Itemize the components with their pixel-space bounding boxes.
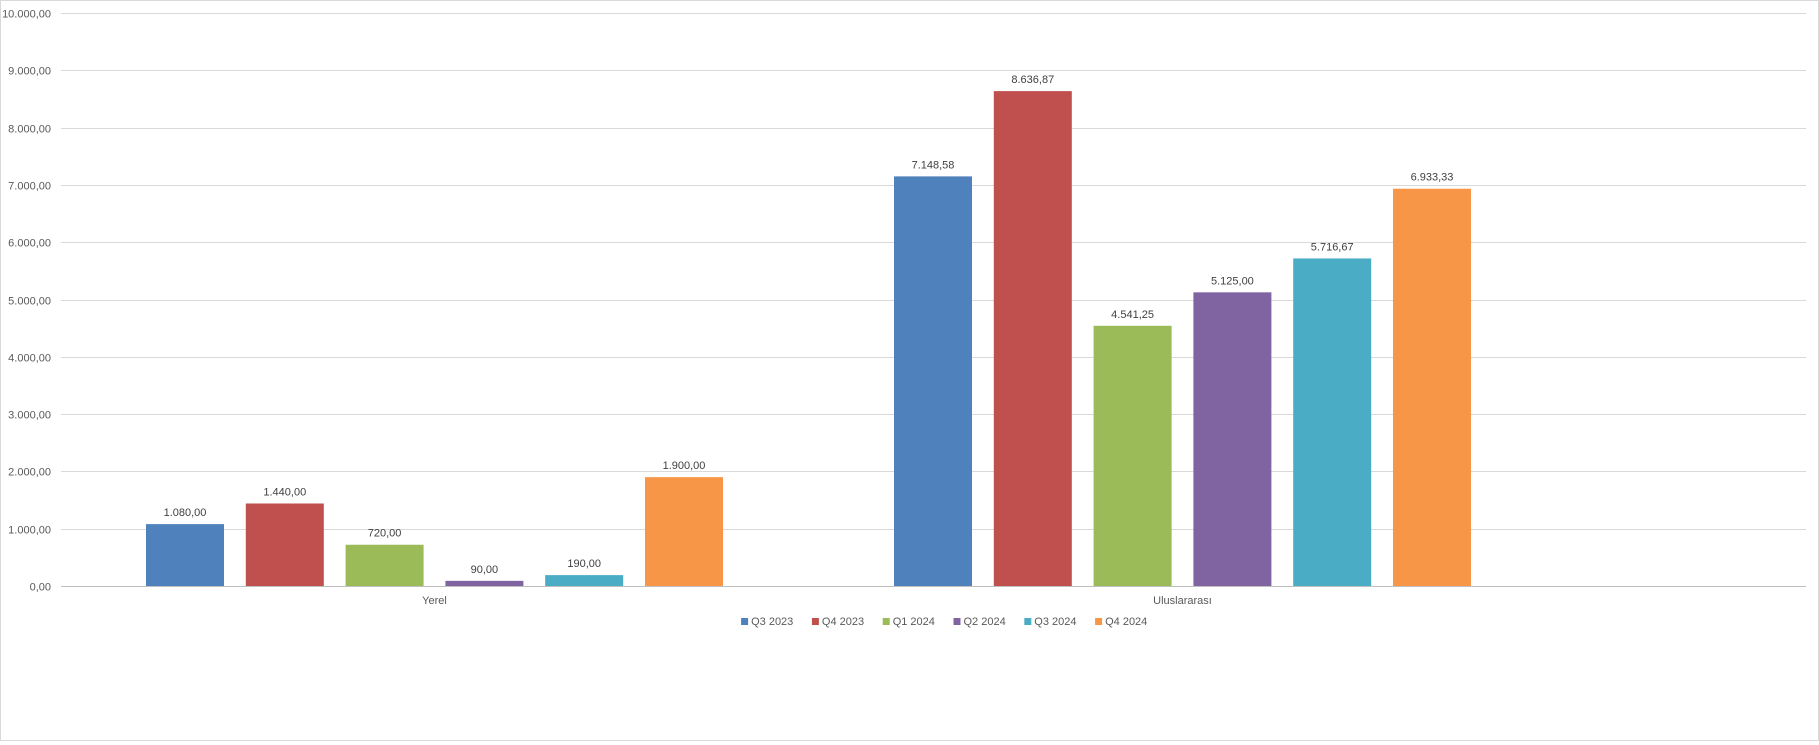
data-label: 190,00: [567, 558, 601, 570]
bar-q1-2024-0: [345, 544, 424, 586]
legend-item-q3-2024: Q3 2024: [1024, 616, 1077, 628]
bar-q4-2024-0: [645, 477, 723, 586]
data-label: 6.933,33: [1411, 172, 1454, 184]
y-tick-label: 1.000,00: [8, 525, 51, 537]
legend-swatch: [741, 618, 749, 625]
data-label: 8.636,87: [1011, 74, 1054, 86]
y-tick-label: 4.000,00: [8, 353, 51, 365]
bar-q4-2024-1: [1393, 188, 1471, 586]
bar-q2-2024-1: [1193, 292, 1272, 586]
y-tick-label: 9.000,00: [8, 66, 51, 78]
bar-q4-2023-1: [993, 91, 1072, 586]
legend-label: Q3 2024: [1034, 616, 1076, 628]
legend-item-q2-2024: Q2 2024: [953, 616, 1006, 628]
y-axis-tick-labels: 0,00 1.000,00 2.000,00 3.000,00 4.000,00 5.00…: [2, 9, 51, 594]
y-tick-label: 7.000,00: [8, 181, 51, 193]
legend-swatch: [882, 618, 890, 625]
y-tick-label: 0,00: [30, 582, 51, 594]
bar-q1-2024-1: [1093, 325, 1172, 586]
y-tick-label: 6.000,00: [8, 238, 51, 250]
y-tick-label: 10.000,00: [2, 9, 51, 21]
bars: [146, 91, 1471, 587]
category-labels: Yerel Uluslararası: [422, 595, 1212, 607]
data-labels: 1.080,00 7.148,58 1.440,00 8.636,87 720,00 4.…: [164, 74, 1454, 576]
legend-label: Q4 2023: [822, 616, 864, 628]
data-label: 7.148,58: [912, 159, 955, 171]
category-label: Yerel: [422, 595, 447, 607]
legend-swatch: [1024, 618, 1032, 625]
bar-q3-2023-1: [894, 176, 972, 587]
legend-swatch: [811, 618, 819, 625]
legend-label: Q1 2024: [893, 616, 935, 628]
legend-item-q1-2024: Q1 2024: [882, 616, 935, 628]
data-label: 1.440,00: [263, 486, 306, 498]
data-label: 90,00: [471, 564, 499, 576]
bar-q4-2023-0: [245, 503, 324, 586]
data-label: 1.900,00: [663, 460, 706, 472]
data-label: 1.080,00: [164, 507, 207, 519]
y-tick-label: 5.000,00: [8, 296, 51, 308]
legend-item-q4-2024: Q4 2024: [1095, 616, 1147, 628]
category-label: Uluslararası: [1153, 595, 1212, 607]
bar-q3-2024-1: [1293, 258, 1372, 586]
bar-q2-2024-0: [445, 580, 524, 586]
bar-q3-2023-0: [146, 524, 224, 586]
legend-label: Q4 2024: [1105, 616, 1147, 628]
legend-swatch: [1095, 618, 1103, 625]
y-tick-label: 8.000,00: [8, 124, 51, 136]
data-label: 4.541,25: [1111, 309, 1154, 321]
legend-label: Q2 2024: [964, 616, 1006, 628]
legend: Q3 2023 Q4 2023 Q1 2024 Q2 2024 Q3 2024 Q4 20…: [741, 616, 1147, 628]
legend-label: Q3 2023: [751, 616, 793, 628]
y-tick-label: 3.000,00: [8, 410, 51, 422]
data-label: 5.125,00: [1211, 275, 1254, 287]
data-label: 5.716,67: [1311, 241, 1354, 253]
data-label: 720,00: [368, 528, 402, 540]
legend-item-q3-2023: Q3 2023: [741, 616, 793, 628]
y-tick-label: 2.000,00: [8, 467, 51, 479]
legend-swatch: [953, 618, 961, 625]
legend-item-q4-2023: Q4 2023: [811, 616, 864, 628]
bar-q3-2024-0: [545, 575, 624, 586]
